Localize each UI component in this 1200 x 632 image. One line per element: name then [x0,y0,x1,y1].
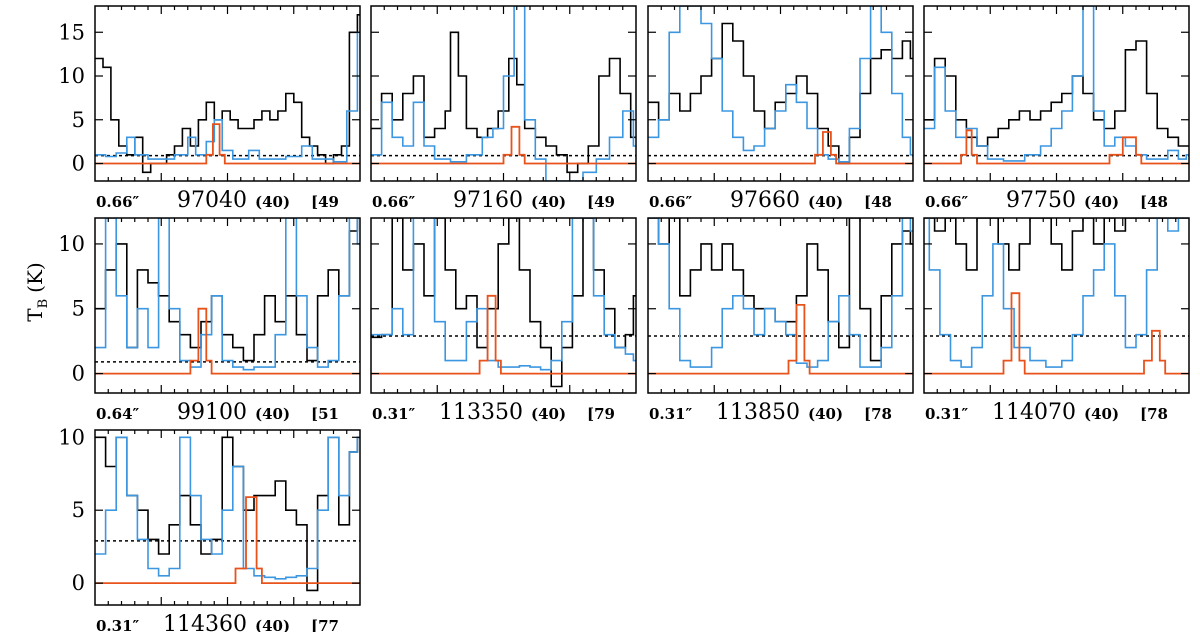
panel-frame [94,429,361,606]
y-axis-label-main: T [23,308,47,322]
y-tick-label: 10 [58,232,85,256]
y-tick-label: 0 [72,571,85,595]
y-tick-label: 0 [72,362,85,386]
model-species-spectrum [95,496,360,584]
bracket-label: [51 [311,405,339,423]
paren-label: (40) [1084,405,1119,423]
panels-group: 0 5 10 15 0.66″ 97040 (40) [49 0.66″ 97160 (40) [49… [58,5,1190,632]
y-tick-label: 0 [72,152,85,176]
plot-area [924,218,1189,375]
bracket-label: [78 [1140,405,1168,423]
frequency-label: 97040 [177,188,247,213]
frequency-label: 97160 [453,188,523,213]
paren-label: (40) [531,405,566,423]
model-species-spectrum [371,125,636,165]
model-total-spectrum [924,218,1189,368]
bracket-label: [48 [864,193,892,211]
plot-area [648,218,913,375]
beam-size-label: 0.66″ [649,193,693,211]
model-total-spectrum [95,218,360,371]
bracket-label: [78 [864,405,892,423]
model-species-spectrum [648,131,913,165]
y-tick-label: 10 [58,425,85,449]
beam-size-label: 0.31″ [649,405,693,423]
plot-area [95,14,360,174]
model-total-spectrum [371,218,636,371]
beam-size-label: 0.31″ [372,405,416,423]
observed-spectrum [95,218,360,362]
panel-113850: 0.31″ 113850 (40) [78 [647,217,914,425]
panel-97160: 0.66″ 97160 (40) [49 [370,5,637,213]
observed-spectrum [924,40,1189,147]
frequency-label: 99100 [177,400,247,425]
model-species-spectrum [95,307,360,375]
panel-97660: 0.66″ 97660 (40) [48 [647,5,914,213]
beam-size-label: 0.31″ [925,405,969,423]
panel-114070: 0.31″ 114070 (40) [78 [923,217,1190,425]
panel-113350: 0.31″ 113350 (40) [79 [370,217,637,425]
bracket-label: [48 [1140,193,1168,211]
bracket-label: [79 [587,405,615,423]
bracket-label: [49 [311,193,339,211]
frequency-label: 114070 [992,400,1076,425]
frequency-label: 113850 [716,400,800,425]
y-tick-label: 5 [72,498,85,522]
bracket-label: [49 [587,193,615,211]
frequency-label: 97660 [730,188,800,213]
panel-97750: 0.66″ 97750 (40) [48 [923,5,1190,213]
model-total-spectrum [924,6,1189,162]
beam-size-label: 0.31″ [96,617,140,632]
y-tick-label: 5 [72,297,85,321]
bracket-label: [77 [311,617,339,632]
plot-area [95,218,360,375]
beam-size-label: 0.66″ [96,193,140,211]
model-total-spectrum [648,218,913,368]
paren-label: (40) [531,193,566,211]
y-axis-label-sub: B [36,299,51,309]
paren-label: (40) [255,193,290,211]
frequency-label: 114360 [163,612,247,632]
observed-spectrum [95,436,360,592]
observed-spectrum [95,14,360,174]
observed-spectrum [371,218,636,388]
frequency-label: 97750 [1006,188,1076,213]
paren-label: (40) [1084,193,1119,211]
model-total-spectrum [371,6,636,181]
panel-frame [647,5,914,182]
plot-area [371,218,636,388]
model-species-spectrum [924,129,1189,165]
paren-label: (40) [808,405,843,423]
paren-label: (40) [255,405,290,423]
paren-label: (40) [255,617,290,632]
beam-size-label: 0.64″ [96,405,140,423]
model-species-spectrum [95,123,360,165]
observed-spectrum [648,218,913,362]
model-total-spectrum [95,31,360,163]
model-total-spectrum [95,436,360,580]
frequency-label: 113350 [439,400,523,425]
y-tick-label: 10 [58,64,85,88]
paren-label: (40) [808,193,843,211]
observed-spectrum [924,218,1189,271]
observed-spectrum [648,22,913,165]
y-tick-label: 15 [58,20,85,44]
y-axis-label: TB (K) [23,262,51,321]
panel-97040: 0 5 10 15 0.66″ 97040 (40) [49 [58,5,361,213]
model-total-spectrum [648,6,913,163]
plot-area [371,6,636,181]
y-tick-label: 5 [72,108,85,132]
plot-area [924,6,1189,165]
panel-99100: 0 5 10 0.64″ 99100 (40) [51 [58,217,361,425]
beam-size-label: 0.66″ [925,193,969,211]
y-axis-label-unit: (K) [23,262,47,293]
plot-area [648,6,913,165]
beam-size-label: 0.66″ [372,193,416,211]
panel-114360: 0 5 10 0.31″ 114360 (40) [77 [58,425,361,632]
plot-area [95,436,360,592]
model-species-spectrum [648,304,913,375]
model-species-spectrum [924,292,1189,375]
model-species-spectrum [371,294,636,375]
